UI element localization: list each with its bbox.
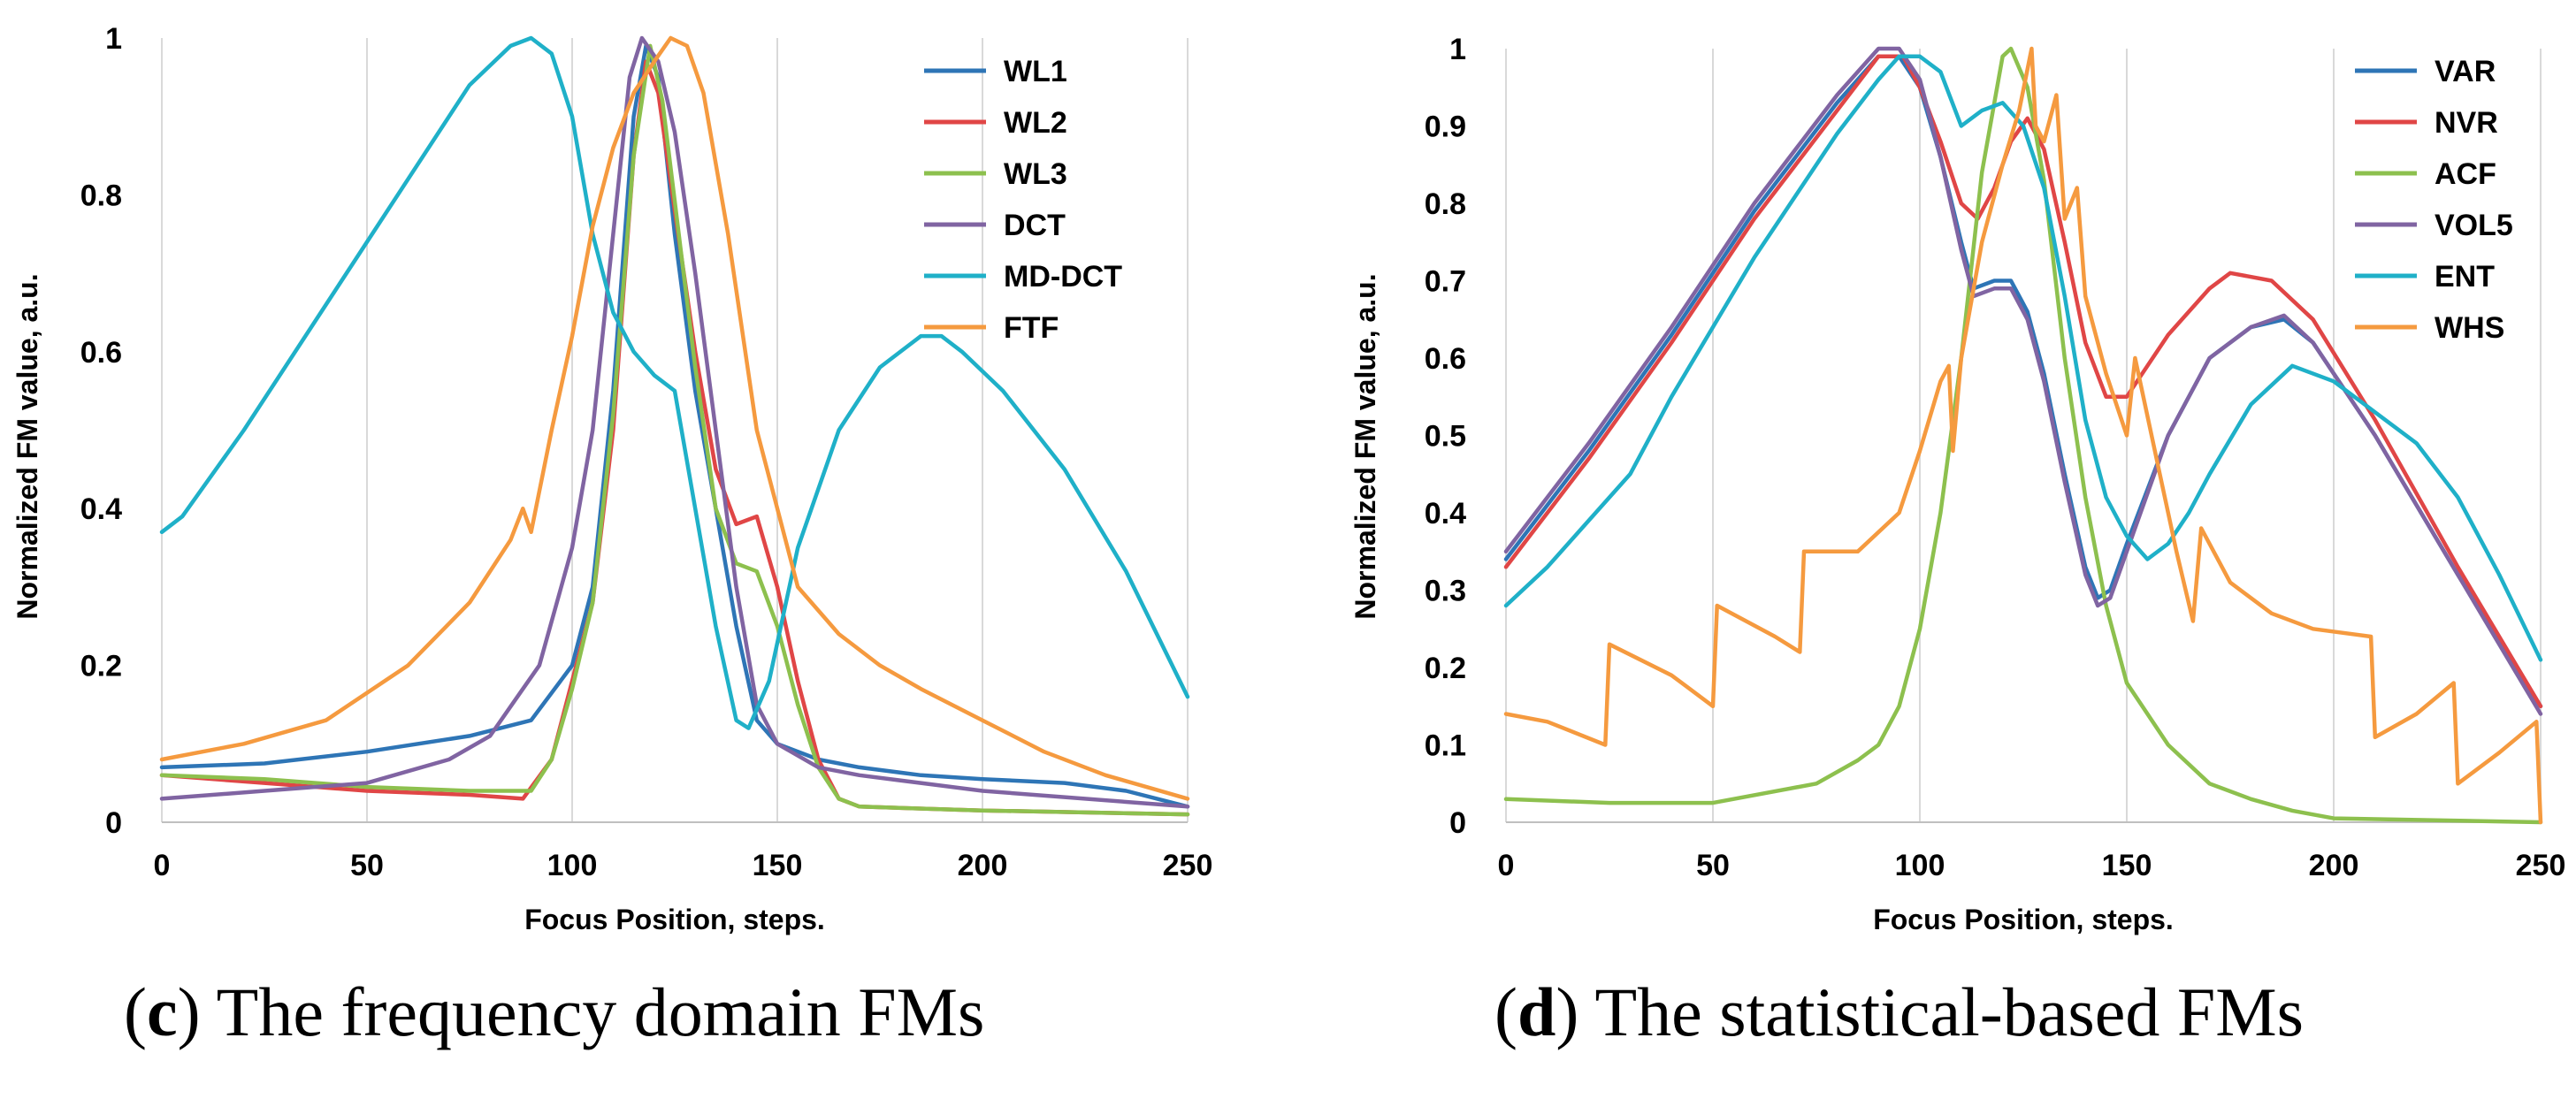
legend-label: DCT [1004,209,1066,242]
x-tick-label: 0 [1498,849,1515,882]
x-tick-label: 0 [154,849,171,882]
series-line-ftf [159,35,1190,801]
caption-text: The frequency domain FMs [200,973,985,1050]
y-tick-label: 0 [105,806,122,840]
caption-letter: c [146,973,178,1050]
caption-text: The statistical-based FMs [1578,973,2304,1050]
series-line-ent [1503,54,2543,662]
x-tick-label: 50 [350,849,384,882]
legend-label: WL2 [1004,106,1067,140]
series-line-nvr [1503,54,2543,709]
caption-c: (c) The frequency domain FMs [124,973,985,1050]
series-line-whs [1503,46,2543,825]
y-tick-label: 0 [1449,806,1466,840]
y-tick-label: 0.9 [1425,111,1466,144]
y-axis-label: Normalized FM value, a.u. [11,273,43,619]
x-axis-label: Focus Position, steps. [524,904,825,935]
legend-label: VAR [2435,55,2496,88]
x-tick-label: 150 [2102,849,2152,882]
y-axis-label: Normalized FM value, a.u. [1349,273,1381,619]
caption-letter: d [1517,973,1556,1050]
legend-label: ENT [2435,260,2495,294]
x-tick-label: 200 [958,849,1008,882]
y-tick-label: 0.2 [80,650,122,683]
legend: VAR NVR ACF VOL5 ENT WHS [2355,55,2513,345]
series-line-dct [159,35,1190,809]
legend-label: WHS [2435,311,2504,345]
y-tick-label: 0.3 [1425,575,1466,608]
y-tick-label: 0.6 [1425,342,1466,376]
legend-label: WL1 [1004,55,1067,88]
y-tick-label: 0.5 [1425,420,1466,454]
legend-label: MD-DCT [1004,260,1122,294]
series-line-md-dct [159,35,1190,730]
x-tick-label: 50 [1696,849,1730,882]
series-line-vol5 [1503,46,2543,716]
y-tick-label: 0.8 [1425,187,1466,221]
frequency-domain-chart: 0 50 100 150 200 250 0 0.2 0.4 0.6 0.8 1 Focus Posi… [11,22,1212,935]
grid-lines [161,38,1189,822]
x-tick-label: 100 [547,849,598,882]
series-lines [159,35,1190,817]
statistical-based-chart: 0 50 100 150 200 250 0 0.1 0.2 0.3 0.4 0.5 0.6 0.7 0.8… [1349,33,2565,935]
legend-label: ACF [2435,157,2496,191]
caption-d: (d) The statistical-based FMs [1494,973,2304,1050]
series-line-acf [1503,46,2543,825]
x-tick-label: 150 [753,849,803,882]
y-tick-label: 1 [105,22,122,56]
x-tick-label: 200 [2309,849,2359,882]
y-tick-label: 0.4 [80,492,122,526]
y-tick-label: 0.1 [1425,729,1466,763]
legend-label: VOL5 [2435,209,2513,242]
y-tick-label: 0.7 [1425,265,1466,299]
legend-label: NVR [2435,106,2498,140]
legend-label: WL3 [1004,157,1067,191]
x-tick-label: 250 [2516,849,2566,882]
y-tick-label: 0.2 [1425,652,1466,685]
y-tick-label: 1 [1449,33,1466,66]
legend: WL1 WL2 WL3 DCT MD-DCT FTF [924,55,1122,345]
x-axis-label: Focus Position, steps. [1873,904,2174,935]
x-tick-label: 250 [1163,849,1213,882]
y-tick-label: 0.4 [1425,497,1466,530]
tick-labels: 0 50 100 150 200 250 0 0.1 0.2 0.3 0.4 0.5 0.6 0.7 0.8… [1425,33,2566,882]
series-line-wl1 [159,43,1190,809]
series-line-wl3 [159,43,1190,817]
legend-label: FTF [1004,311,1059,345]
series-lines [1503,46,2543,825]
series-line-var [1503,54,2543,709]
y-tick-label: 0.8 [80,179,122,212]
tick-labels: 0 50 100 150 200 250 0 0.2 0.4 0.6 0.8 1 [80,22,1213,882]
y-tick-label: 0.6 [80,336,122,370]
x-tick-label: 100 [1895,849,1945,882]
